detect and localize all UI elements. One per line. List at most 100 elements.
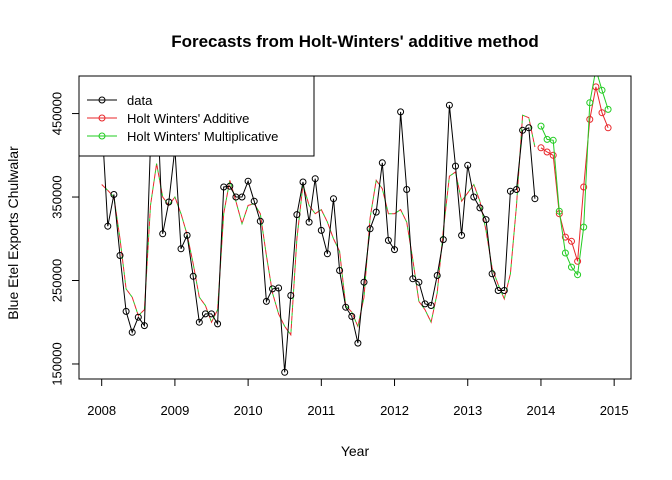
x-tick-label: 2014 [526, 403, 555, 418]
data-point [433, 272, 441, 279]
holt-winters-multiplicative-point [580, 223, 588, 231]
legend-swatch-point [98, 132, 106, 140]
data-point [293, 211, 301, 219]
data-point [531, 195, 539, 203]
data-point [116, 252, 124, 259]
legend-swatch-point [98, 114, 106, 122]
data-point [366, 225, 374, 233]
x-axis: 2008 2009 2010 2011 2012 2013 2014 2015 [87, 378, 629, 418]
data-point [415, 278, 423, 286]
data-point [445, 101, 453, 109]
legend-label: data [127, 93, 153, 108]
holt-winters-multiplicative-point [555, 207, 563, 215]
chart-title: Forecasts from Holt-Winters' additive me… [171, 32, 539, 51]
data-point [342, 303, 350, 311]
data-point [458, 231, 466, 239]
x-tick-label: 2009 [160, 403, 189, 418]
data-point [226, 182, 234, 190]
holt-winters-multiplicative-point [586, 99, 594, 107]
data-point [372, 208, 380, 216]
data-point [317, 226, 325, 234]
data-point [525, 124, 533, 132]
holt-winters-multiplicative-point [598, 86, 606, 94]
data-point [500, 287, 508, 294]
x-tick-label: 2012 [380, 403, 409, 418]
data-point [409, 275, 417, 283]
holt-winters-additive-point [598, 109, 606, 117]
data-point [330, 195, 337, 203]
legend-box [78, 75, 315, 157]
data-point [488, 270, 496, 278]
legend-label: Holt Winters' Multiplicative [127, 129, 278, 144]
data-point [238, 193, 246, 201]
plot-area [98, 76, 612, 376]
data-line [101, 85, 536, 373]
data-point [195, 318, 203, 326]
holt-winters-additive-point [568, 237, 575, 245]
data-point [360, 278, 368, 286]
holt-winters-additive-point [537, 144, 545, 152]
data-point [281, 368, 289, 376]
data-point [177, 245, 185, 253]
data-point [275, 284, 283, 292]
data-point [506, 187, 514, 195]
data-point [311, 175, 319, 183]
data-point [427, 302, 435, 309]
x-tick-label: 2013 [453, 403, 482, 418]
holt-winters-multiplicative-point [561, 249, 569, 257]
data-point [378, 159, 386, 167]
data-point [208, 310, 215, 318]
legend-swatch-point [98, 96, 106, 104]
data-point [323, 250, 331, 258]
data-point [159, 230, 167, 238]
y-tick-label: 150000 [49, 342, 64, 385]
legend: data Holt Winters' Additive Holt Winters' … [78, 75, 315, 157]
x-tick-label: 2011 [307, 403, 335, 418]
data-point [104, 222, 112, 230]
data-point [287, 292, 295, 299]
data-point [140, 322, 148, 330]
data-point [299, 178, 307, 186]
data-point [134, 313, 142, 321]
holt-winters-multiplicative-point [568, 263, 575, 271]
data-point [189, 272, 197, 280]
holt-winters-multiplicative-point [537, 122, 545, 130]
data-point [336, 267, 344, 274]
data-point [476, 204, 484, 212]
data-point [244, 177, 252, 185]
data-point [183, 231, 191, 239]
holt-winters-multiplicative-point [574, 271, 582, 279]
holt-winters-multiplicative-point [604, 105, 612, 113]
x-tick-label: 2008 [87, 403, 116, 418]
y-tick-label: 350000 [49, 175, 64, 218]
holt-winters-additive-point [549, 151, 557, 159]
data-point [348, 312, 356, 320]
data-point [262, 297, 270, 305]
data-point [305, 218, 313, 226]
holt-winters-multiplicative-point [549, 136, 557, 144]
data-point [403, 186, 411, 193]
x-tick-label: 2010 [234, 403, 263, 418]
fitted-additive-line [101, 114, 536, 337]
data-point [482, 216, 490, 224]
holt-winters-additive-point [586, 115, 594, 123]
holt-winters-multiplicative-line [540, 76, 609, 276]
y-tick-label: 450000 [49, 92, 64, 135]
plot-frame [78, 75, 632, 380]
data-point [513, 186, 520, 193]
y-tick-label: 250000 [49, 259, 64, 302]
holt-winters-additive-point [543, 148, 551, 156]
data-point [256, 217, 264, 225]
data-point [122, 307, 130, 315]
data-point [519, 126, 527, 134]
data-point [439, 236, 447, 244]
legend-label: Holt Winters' Additive [127, 111, 249, 126]
holt-winters-additive-point [604, 124, 612, 132]
data-point [250, 197, 258, 205]
data-point [384, 236, 392, 244]
data-point [165, 198, 173, 206]
data-point [470, 193, 478, 201]
data-point [464, 161, 472, 169]
y-axis-label: Blue Etel Exports Chulwalar [5, 146, 21, 320]
data-point [128, 328, 136, 336]
